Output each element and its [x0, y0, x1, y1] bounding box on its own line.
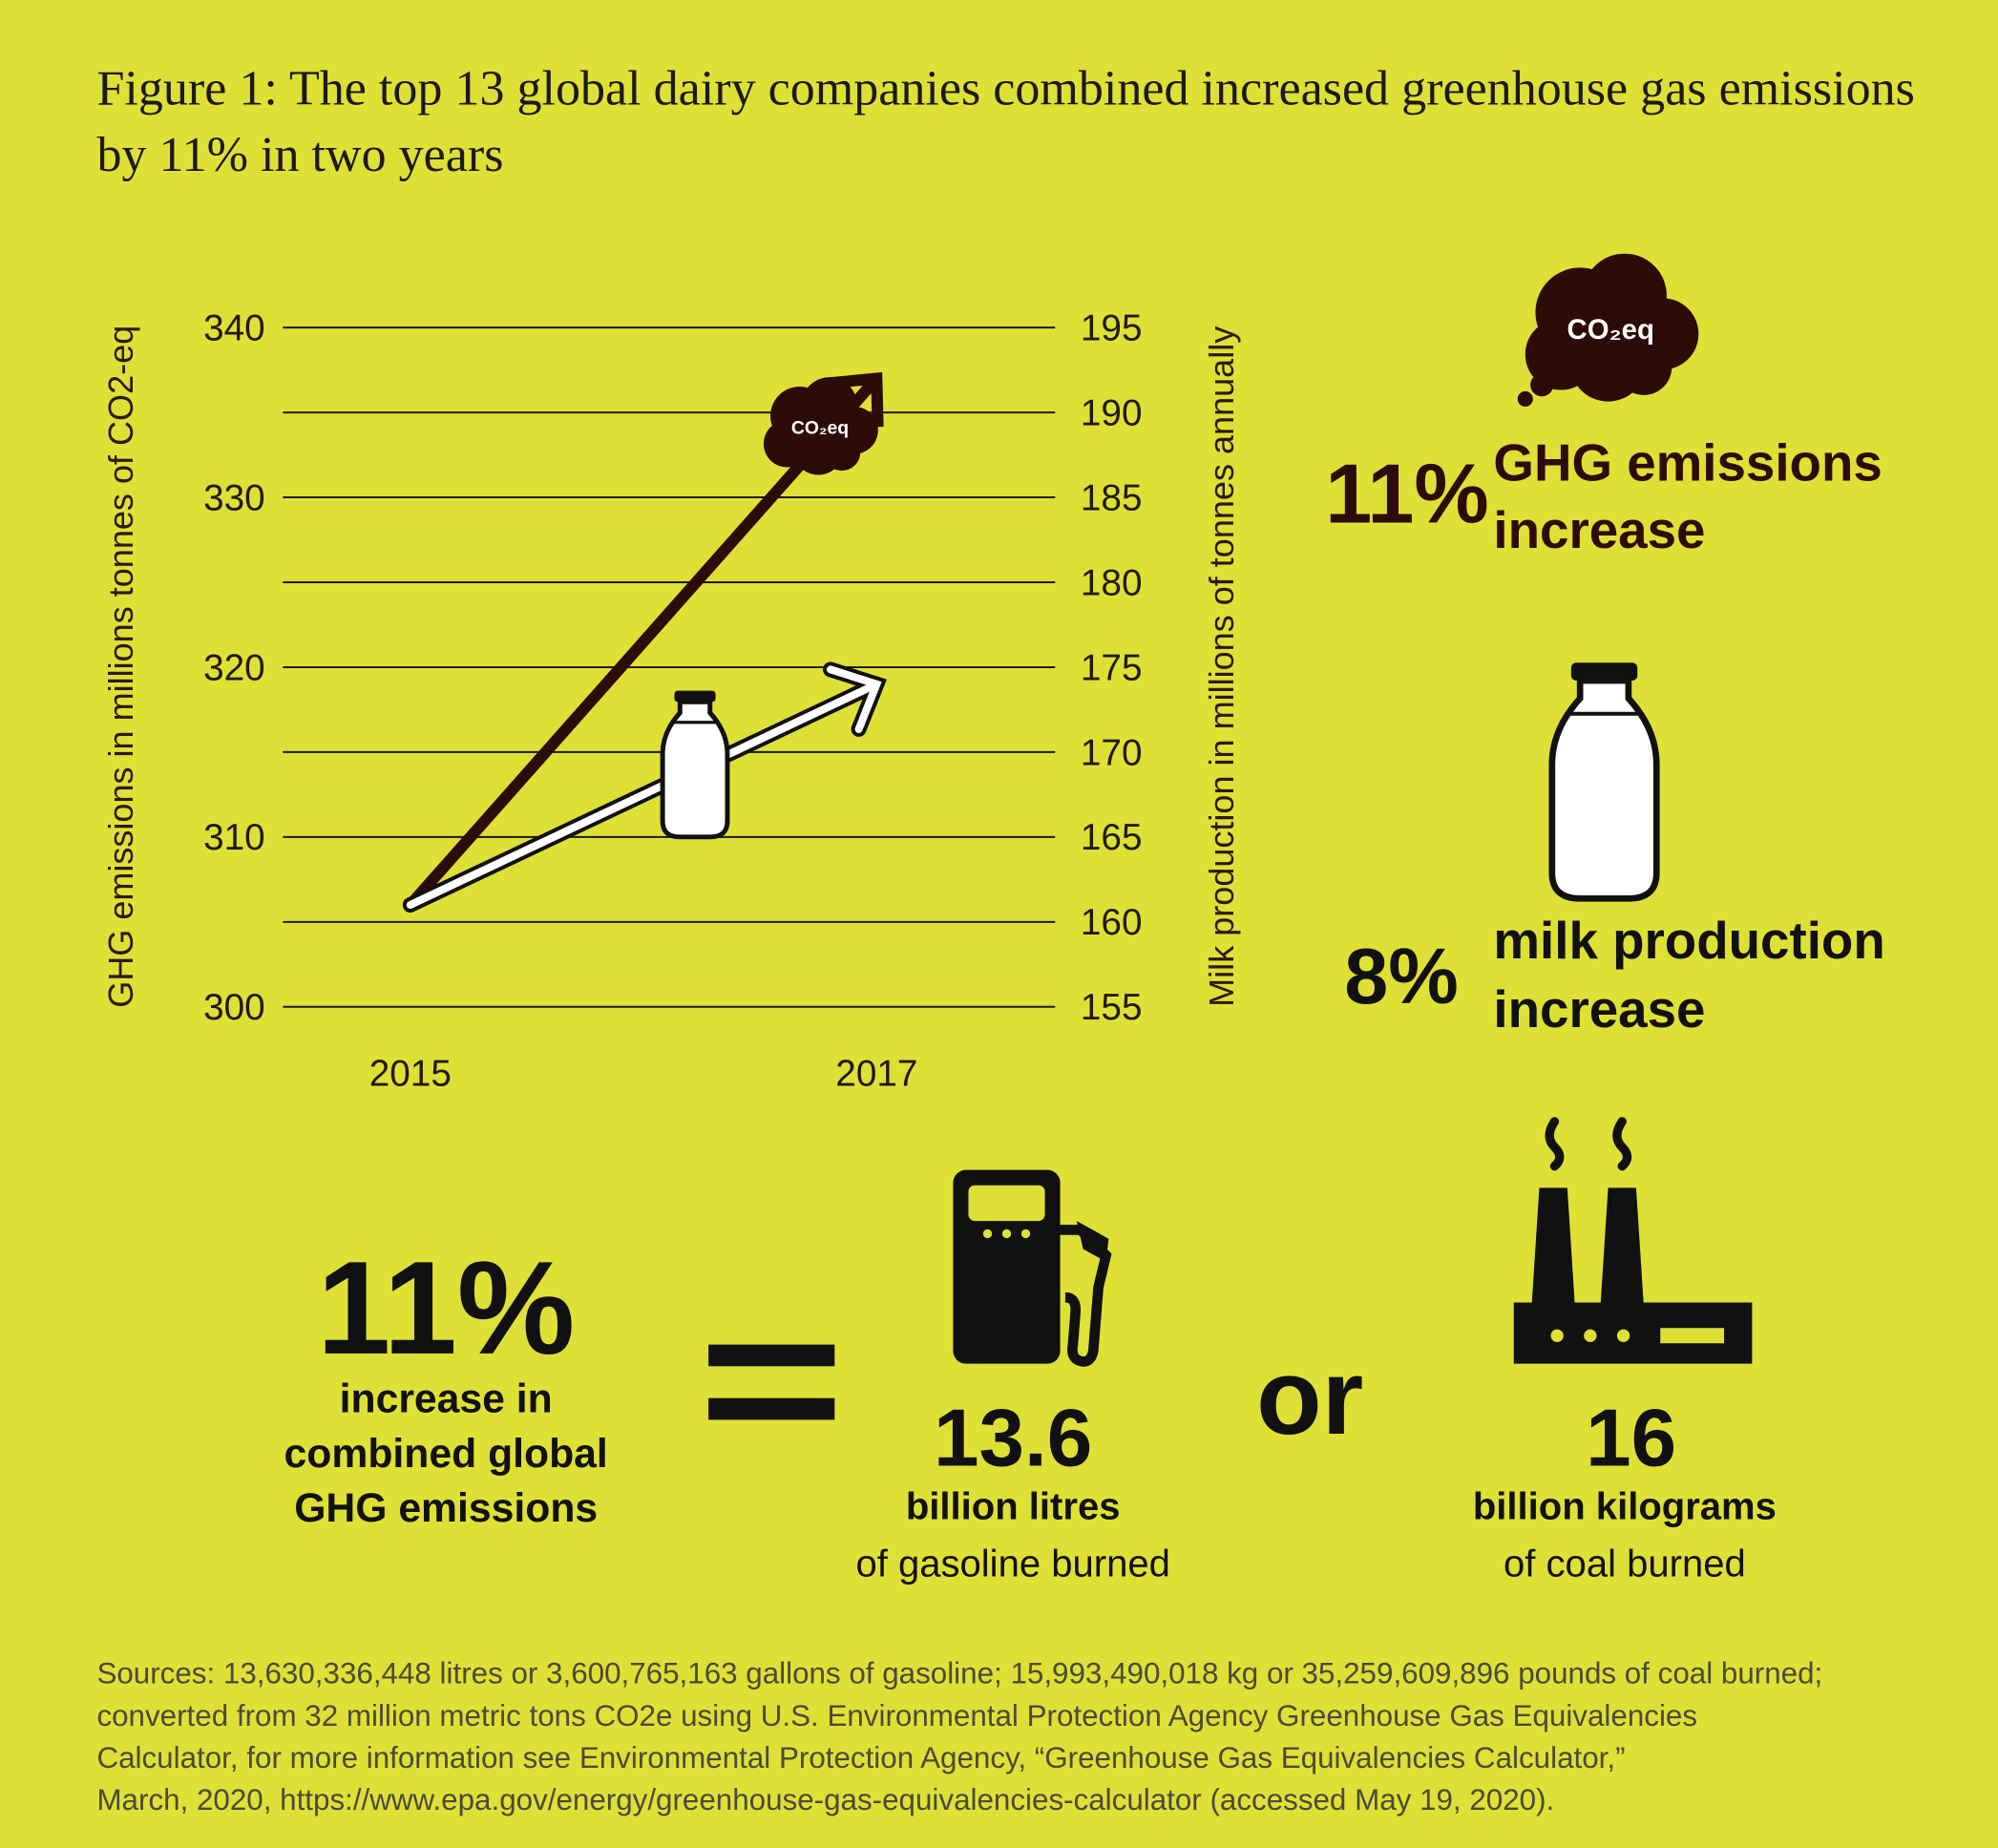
chart-title: Figure 1: The top 13 global dairy compan…: [96, 61, 1915, 182]
source-line: converted from 32 million metric tons CO…: [96, 1699, 1697, 1732]
y-tick-label: 320: [203, 647, 265, 688]
coal-value: 16: [1586, 1393, 1676, 1483]
stat-label: increase: [1493, 500, 1705, 559]
equivalence-label: GHG emissions: [294, 1485, 598, 1531]
milk-bottle: [1548, 662, 1660, 902]
y2-tick-label: 165: [1081, 817, 1143, 858]
co2-cloud-small: CO₂eq: [763, 377, 878, 475]
co2-label: CO₂eq: [1567, 314, 1654, 346]
stat-value: 11%: [1325, 446, 1488, 540]
source-line: March, 2020, https://www.epa.gov/energy/…: [96, 1783, 1554, 1816]
y-tick-label: 330: [203, 477, 265, 518]
co2-label: CO₂eq: [791, 417, 849, 438]
y2-tick-label: 185: [1081, 477, 1143, 518]
gasoline-value: 13.6: [934, 1393, 1092, 1483]
y-tick-label: 300: [203, 987, 265, 1028]
y2-tick-label: 155: [1081, 987, 1143, 1028]
gasoline-note: of gasoline burned: [856, 1544, 1170, 1586]
gasoline-unit: billion litres: [906, 1486, 1121, 1528]
series-line: [406, 665, 882, 910]
stat-label: GHG emissions: [1493, 432, 1882, 492]
stat-label: milk production: [1493, 911, 1884, 970]
series-line: [406, 371, 884, 910]
factory-icon: [1513, 1117, 1753, 1364]
source-line: Calculator, for more information see Env…: [96, 1741, 1625, 1774]
y2-tick-label: 180: [1081, 562, 1143, 603]
x-tick-label: 2017: [835, 1054, 917, 1095]
y-axis-title: GHG emissions in millions tonnes of CO2-…: [101, 326, 140, 1008]
equivalence-label: combined global: [284, 1431, 608, 1477]
equivalence-value: 11%: [317, 1234, 575, 1382]
y2-tick-label: 170: [1081, 732, 1143, 773]
equivalence-label: increase in: [340, 1376, 553, 1421]
x-tick-label: 2015: [369, 1054, 452, 1095]
y-tick-label: 340: [203, 307, 265, 348]
gas-pump-icon: [953, 1169, 1112, 1367]
coal-note: of coal burned: [1504, 1544, 1746, 1586]
y2-tick-label: 175: [1081, 647, 1143, 688]
source-line: Sources: 13,630,336,448 litres or 3,600,…: [96, 1657, 1822, 1690]
y-tick-label: 310: [203, 817, 265, 858]
y2-tick-label: 160: [1081, 902, 1143, 943]
co2-cloud: CO₂eq: [1517, 253, 1699, 407]
y2-axis-title: Milk production in millions of tonnes an…: [1202, 326, 1241, 1007]
equals-sign: [708, 1344, 835, 1420]
coal-unit: billion kilograms: [1473, 1486, 1777, 1528]
stat-label: increase: [1493, 979, 1705, 1039]
sources: Sources: 13,630,336,448 litres or 3,600,…: [96, 1657, 1822, 1816]
or-word: or: [1256, 1336, 1363, 1457]
stat-value: 8%: [1344, 932, 1459, 1020]
plot-area: 155 160 165 170 175 180 185 190 195 300 310 320 330 3…: [203, 307, 1142, 1094]
y2-tick-label: 195: [1081, 307, 1143, 348]
milk-bottle-small: [660, 690, 730, 840]
y2-tick-label: 190: [1081, 392, 1143, 433]
